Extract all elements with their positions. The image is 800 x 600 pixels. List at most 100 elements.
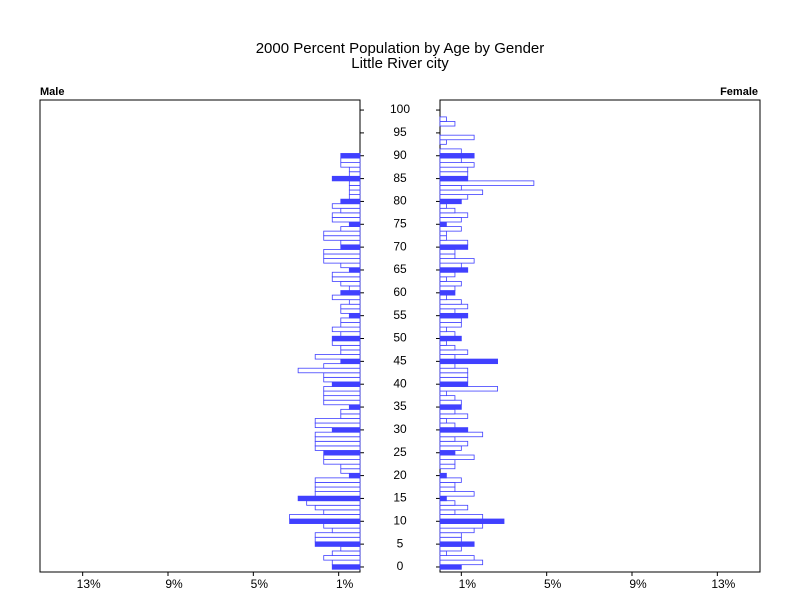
bar	[439, 536, 462, 543]
bar	[331, 294, 361, 301]
bar	[439, 331, 456, 337]
y-tick-label: 20	[393, 468, 407, 482]
bar	[439, 527, 475, 534]
bar	[439, 422, 456, 429]
bar	[439, 326, 447, 333]
y-tick-label: 0	[397, 559, 404, 573]
bar	[331, 271, 361, 278]
y-tick-label: 15	[393, 491, 407, 505]
bar	[439, 358, 498, 365]
bar	[439, 550, 447, 556]
bar	[439, 148, 462, 154]
y-tick-label: 80	[393, 194, 407, 208]
y-tick-label: 35	[393, 399, 407, 413]
y-tick-label: 100	[390, 102, 410, 116]
bar	[439, 230, 447, 237]
bar	[439, 317, 462, 323]
bar	[323, 395, 361, 401]
bar	[314, 477, 361, 483]
bar	[439, 431, 484, 438]
bar	[348, 185, 361, 191]
bar	[348, 472, 361, 479]
bar	[439, 180, 535, 186]
bar	[348, 189, 361, 195]
bar	[439, 171, 469, 177]
bar	[323, 390, 361, 397]
bar	[323, 363, 361, 369]
bar	[331, 340, 361, 346]
bar	[439, 463, 456, 470]
bar	[323, 459, 361, 465]
y-tick-label: 55	[393, 308, 407, 322]
bar	[439, 413, 469, 419]
x-tick-label: 9%	[165, 577, 183, 591]
bar	[439, 404, 462, 410]
bar	[439, 212, 469, 218]
bar	[439, 322, 462, 328]
bar	[340, 198, 361, 205]
bar	[348, 194, 361, 200]
bar	[348, 166, 361, 173]
bar	[439, 440, 469, 447]
bar	[340, 207, 361, 214]
bar	[439, 541, 475, 547]
bar	[439, 312, 469, 319]
bar	[323, 454, 361, 460]
bar	[323, 376, 361, 383]
bar	[340, 468, 361, 474]
bar	[439, 185, 462, 191]
y-tick-label: 90	[393, 148, 407, 162]
bar	[323, 230, 361, 237]
bar	[439, 308, 456, 314]
bar	[439, 381, 469, 387]
bar	[439, 157, 462, 163]
bar	[314, 431, 361, 438]
bar	[331, 550, 361, 556]
bar	[439, 253, 456, 259]
bar	[439, 450, 456, 456]
bar	[439, 175, 469, 182]
bar	[331, 527, 361, 534]
bar	[340, 244, 361, 250]
bar	[314, 418, 361, 424]
bar	[331, 212, 361, 218]
bar	[331, 326, 361, 333]
bar	[314, 436, 361, 442]
bar	[439, 477, 462, 483]
bar	[323, 555, 361, 561]
bar	[331, 427, 361, 433]
bar	[340, 344, 361, 351]
bar	[439, 436, 456, 442]
bar	[340, 239, 361, 246]
x-tick-label: 1%	[459, 577, 477, 591]
bar	[314, 532, 361, 538]
x-tick-label: 1%	[336, 577, 354, 591]
x-tick-label: 5%	[544, 577, 562, 591]
bar	[439, 491, 475, 497]
bar	[439, 509, 456, 515]
bar	[439, 271, 456, 278]
bar	[323, 509, 361, 515]
bar	[439, 523, 484, 529]
bar	[439, 363, 456, 369]
bar	[439, 121, 456, 127]
bar	[439, 472, 447, 479]
bar	[439, 166, 469, 173]
bar	[297, 495, 361, 502]
bar	[439, 221, 447, 227]
bar	[439, 386, 498, 392]
bar	[439, 354, 456, 360]
bar	[439, 495, 447, 502]
panel-label: Male	[40, 86, 64, 98]
bar	[340, 290, 361, 296]
bar	[340, 317, 361, 323]
bar	[314, 440, 361, 447]
bar	[439, 532, 462, 538]
bar	[439, 390, 447, 397]
bar	[439, 555, 475, 561]
bar	[439, 459, 456, 465]
bar	[331, 203, 361, 209]
bar	[323, 249, 361, 255]
bar	[439, 239, 469, 246]
bar	[314, 354, 361, 360]
